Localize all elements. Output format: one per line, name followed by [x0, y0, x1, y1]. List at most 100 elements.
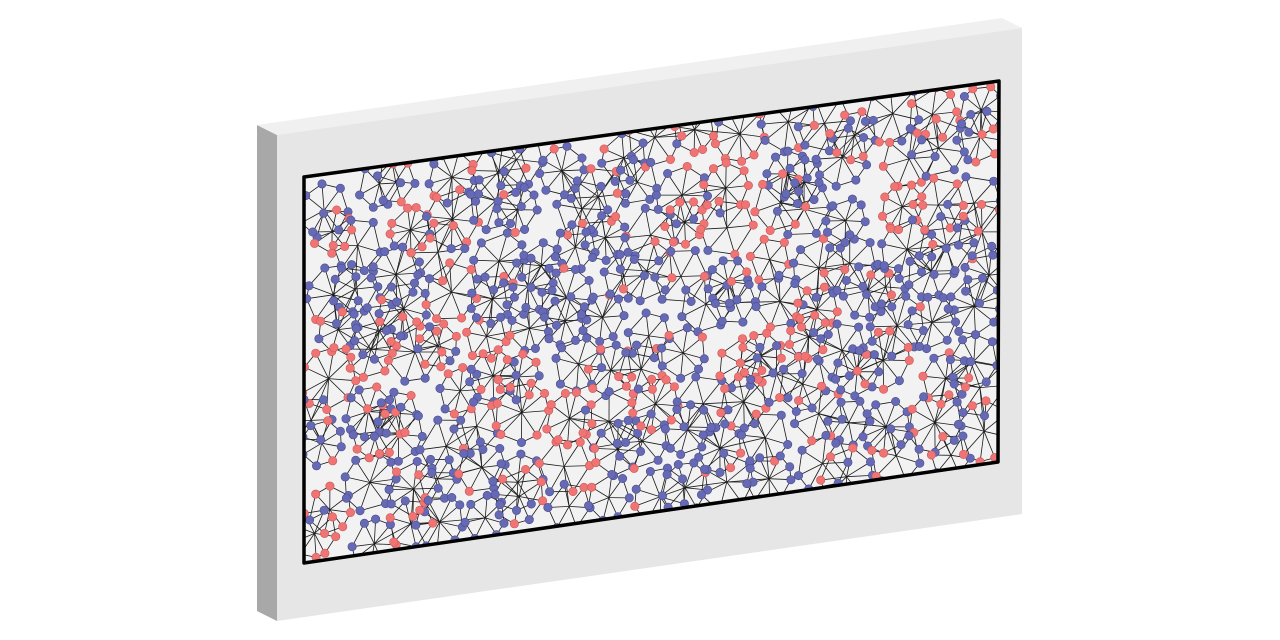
red-node [906, 180, 916, 190]
blue-node [473, 189, 483, 199]
red-node [406, 390, 416, 400]
red-node [886, 224, 896, 234]
network-edge [864, 359, 884, 385]
blue-node [570, 183, 580, 193]
red-node [396, 197, 406, 207]
red-node [682, 162, 692, 172]
blue-node [879, 261, 889, 271]
red-node [952, 107, 962, 117]
network-edge [498, 496, 520, 516]
red-node [745, 251, 755, 261]
red-node [737, 156, 747, 166]
blue-node [555, 228, 565, 238]
red-node [778, 169, 788, 179]
red-node [665, 205, 675, 215]
blue-node [623, 328, 633, 338]
red-node [532, 430, 542, 440]
blue-node [811, 154, 821, 164]
blue-node [904, 280, 914, 290]
blue-node [802, 173, 812, 183]
network-edge [363, 349, 372, 378]
blue-node [494, 510, 504, 520]
blue-node [386, 457, 396, 467]
red-node [647, 374, 657, 384]
blue-node [961, 286, 971, 296]
blue-node [619, 311, 629, 321]
red-node [944, 390, 954, 400]
red-node [412, 317, 422, 327]
blue-node [790, 279, 800, 289]
red-node [415, 334, 425, 344]
red-node [457, 313, 467, 323]
blue-node [877, 239, 887, 249]
blue-node [351, 455, 361, 465]
red-node [665, 155, 675, 165]
blue-node [499, 518, 509, 528]
blue-node [613, 294, 623, 304]
network-edge [863, 137, 867, 165]
blue-node [468, 397, 478, 407]
red-node [499, 190, 509, 200]
blue-node [649, 353, 659, 363]
network-edge [754, 184, 763, 212]
red-node [964, 373, 974, 383]
blue-node [800, 140, 810, 150]
network-edge [359, 482, 371, 511]
blue-node [633, 384, 643, 394]
red-node [739, 166, 749, 176]
red-node [531, 357, 541, 367]
blue-node [395, 331, 405, 341]
network-edge [676, 376, 697, 403]
blue-node [369, 431, 379, 441]
blue-node [520, 225, 530, 235]
blue-node [672, 397, 682, 407]
red-node [779, 238, 789, 248]
blue-node [952, 397, 962, 407]
red-node [973, 226, 983, 236]
blue-node [836, 397, 846, 407]
blue-node [762, 169, 772, 179]
network-edge [875, 455, 897, 477]
blue-node [459, 449, 469, 459]
network-edge [841, 128, 849, 158]
blue-node [551, 353, 561, 363]
blue-node [368, 217, 378, 227]
red-node [505, 382, 515, 392]
red-node [852, 366, 862, 376]
network-edge [582, 196, 599, 224]
blue-node [752, 353, 762, 363]
network-edge [734, 224, 754, 255]
network-edge [570, 168, 592, 199]
blue-node [385, 395, 395, 405]
red-node [627, 372, 637, 382]
red-node [340, 241, 350, 251]
blue-node [576, 310, 586, 320]
blue-node [897, 136, 907, 146]
blue-node [699, 405, 709, 415]
network-edge [349, 349, 372, 369]
network-edge [723, 453, 728, 483]
blue-node [865, 312, 875, 322]
network-edge [739, 133, 742, 162]
red-node [524, 390, 534, 400]
blue-node [793, 199, 803, 209]
network-edge [707, 227, 728, 251]
blue-node [398, 242, 408, 252]
red-node [546, 400, 556, 410]
network-edge [516, 159, 529, 185]
red-node [958, 211, 968, 221]
blue-node [620, 233, 630, 243]
red-node [495, 384, 505, 394]
blue-node [355, 190, 365, 200]
blue-node [718, 256, 728, 266]
network-edge [842, 137, 864, 158]
blue-node [950, 266, 960, 276]
red-node [385, 513, 395, 523]
blue-node [865, 457, 875, 467]
blue-node [809, 195, 819, 205]
red-node [462, 327, 472, 337]
blue-node [779, 364, 789, 374]
blue-node [557, 343, 567, 353]
red-node [903, 342, 913, 352]
blue-node [959, 92, 969, 102]
